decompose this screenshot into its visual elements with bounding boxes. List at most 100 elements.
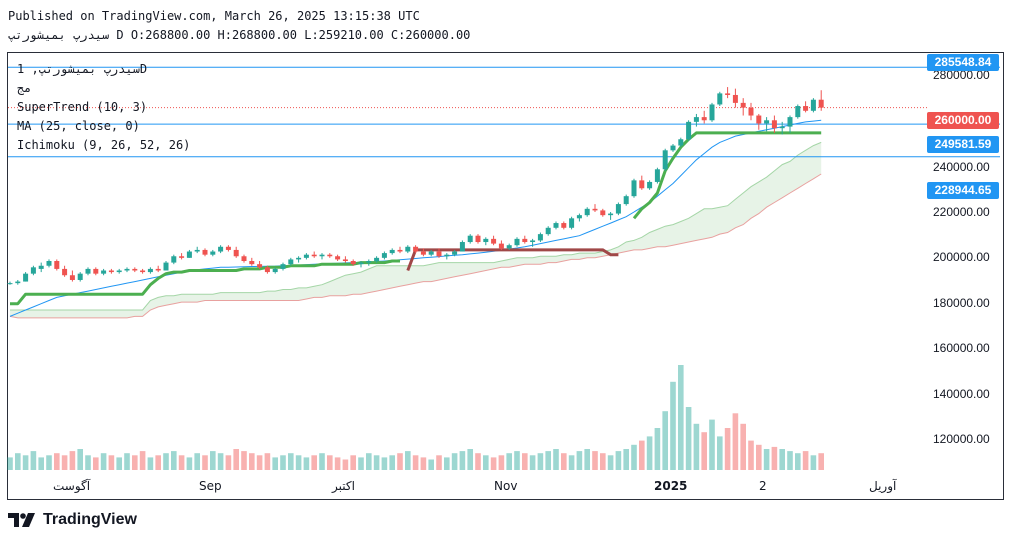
candle-body[interactable]	[498, 243, 504, 249]
candle-body[interactable]	[576, 215, 582, 219]
candle-body[interactable]	[740, 102, 746, 108]
chart-frame[interactable]	[7, 52, 1004, 500]
candle-body[interactable]	[327, 254, 333, 257]
candle-body[interactable]	[163, 262, 169, 271]
candle-body[interactable]	[202, 249, 208, 255]
candle-body[interactable]	[678, 139, 684, 146]
candle-body[interactable]	[779, 126, 785, 129]
candle-body[interactable]	[241, 256, 247, 262]
candle-body[interactable]	[530, 240, 536, 243]
candle-body[interactable]	[38, 265, 44, 269]
candle-body[interactable]	[420, 251, 426, 255]
candle-body[interactable]	[311, 254, 317, 257]
candle-body[interactable]	[7, 283, 13, 285]
supertrend-down-line[interactable]	[406, 248, 619, 272]
candle-body[interactable]	[561, 223, 567, 228]
candle-body[interactable]	[670, 145, 676, 151]
candle-body[interactable]	[725, 93, 731, 95]
candle-body[interactable]	[693, 117, 699, 122]
supertrend-line[interactable]	[10, 259, 400, 306]
candle-body[interactable]	[623, 196, 629, 205]
candle-body[interactable]	[179, 256, 185, 258]
candle-body[interactable]	[506, 245, 512, 249]
candle-body[interactable]	[147, 268, 153, 273]
candle-body[interactable]	[233, 249, 239, 257]
candle-body[interactable]	[358, 262, 364, 265]
candle-body[interactable]	[467, 235, 473, 243]
candle-body[interactable]	[218, 246, 224, 252]
candle-body[interactable]	[194, 249, 200, 252]
candle-body[interactable]	[444, 254, 450, 257]
candle-body[interactable]	[647, 181, 653, 189]
legend-ichimoku[interactable]: Ichimoku (9, 26, 52, 26)	[17, 138, 191, 152]
candle-body[interactable]	[15, 281, 21, 284]
candle-body[interactable]	[374, 257, 380, 262]
candle-body[interactable]	[553, 223, 559, 228]
candle-body[interactable]	[366, 261, 372, 263]
candle-body[interactable]	[116, 270, 122, 273]
candle-body[interactable]	[397, 249, 403, 252]
candle-body[interactable]	[514, 238, 520, 246]
candle-body[interactable]	[428, 251, 434, 255]
candle-body[interactable]	[483, 238, 489, 243]
candle-body[interactable]	[62, 268, 68, 276]
candle-body[interactable]	[491, 238, 497, 244]
candle-body[interactable]	[381, 253, 387, 258]
legend-supertrend[interactable]: SuperTrend (10, 3)	[17, 100, 148, 114]
candle-body[interactable]	[280, 264, 286, 269]
candle-body[interactable]	[23, 273, 29, 282]
candle-body[interactable]	[787, 117, 793, 127]
candle-body[interactable]	[701, 117, 707, 121]
candle-body[interactable]	[350, 261, 356, 265]
candle-body[interactable]	[639, 180, 645, 189]
candle-body[interactable]	[124, 268, 130, 271]
candle-body[interactable]	[296, 257, 302, 260]
candle-body[interactable]	[155, 268, 161, 271]
candle-body[interactable]	[288, 259, 294, 265]
candle-body[interactable]	[662, 150, 668, 170]
candle-body[interactable]	[522, 238, 528, 243]
candle-body[interactable]	[545, 227, 551, 235]
candle-body[interactable]	[584, 208, 590, 216]
candle-body[interactable]	[615, 204, 621, 214]
candle-body[interactable]	[608, 213, 614, 216]
candle-body[interactable]	[171, 256, 177, 263]
candle-body[interactable]	[818, 99, 824, 108]
candle-body[interactable]	[592, 208, 598, 211]
candle-body[interactable]	[709, 104, 715, 121]
candle-body[interactable]	[748, 107, 754, 116]
candle-body[interactable]	[210, 251, 216, 255]
candle-body[interactable]	[810, 99, 816, 111]
candle-body[interactable]	[459, 242, 465, 252]
candle-body[interactable]	[452, 251, 458, 255]
candle-body[interactable]	[475, 235, 481, 243]
candle-body[interactable]	[405, 246, 411, 252]
candle-body[interactable]	[413, 246, 419, 252]
candle-body[interactable]	[85, 268, 91, 274]
candle-body[interactable]	[335, 256, 341, 260]
candle-body[interactable]	[257, 264, 263, 268]
candle-body[interactable]	[186, 251, 192, 258]
candle-body[interactable]	[249, 261, 255, 265]
tradingview-logo[interactable]: TradingView	[8, 511, 137, 529]
candle-body[interactable]	[569, 218, 575, 228]
candle-body[interactable]	[108, 270, 114, 273]
candle-body[interactable]	[756, 115, 762, 124]
candle-body[interactable]	[272, 268, 278, 273]
candle-body[interactable]	[77, 273, 83, 280]
candle-body[interactable]	[30, 267, 36, 274]
candle-body[interactable]	[654, 169, 660, 182]
candle-body[interactable]	[732, 94, 738, 103]
candle-body[interactable]	[140, 270, 146, 273]
candle-body[interactable]	[54, 261, 60, 269]
candle-body[interactable]	[771, 120, 777, 129]
candle-body[interactable]	[69, 275, 75, 280]
candle-body[interactable]	[717, 93, 723, 105]
candle-body[interactable]	[303, 254, 309, 258]
legend-ma[interactable]: MA (25, close, 0)	[17, 119, 140, 133]
candle-body[interactable]	[537, 234, 543, 241]
candle-body[interactable]	[46, 261, 52, 266]
ma-line[interactable]	[9, 119, 822, 317]
candle-body[interactable]	[264, 267, 270, 273]
